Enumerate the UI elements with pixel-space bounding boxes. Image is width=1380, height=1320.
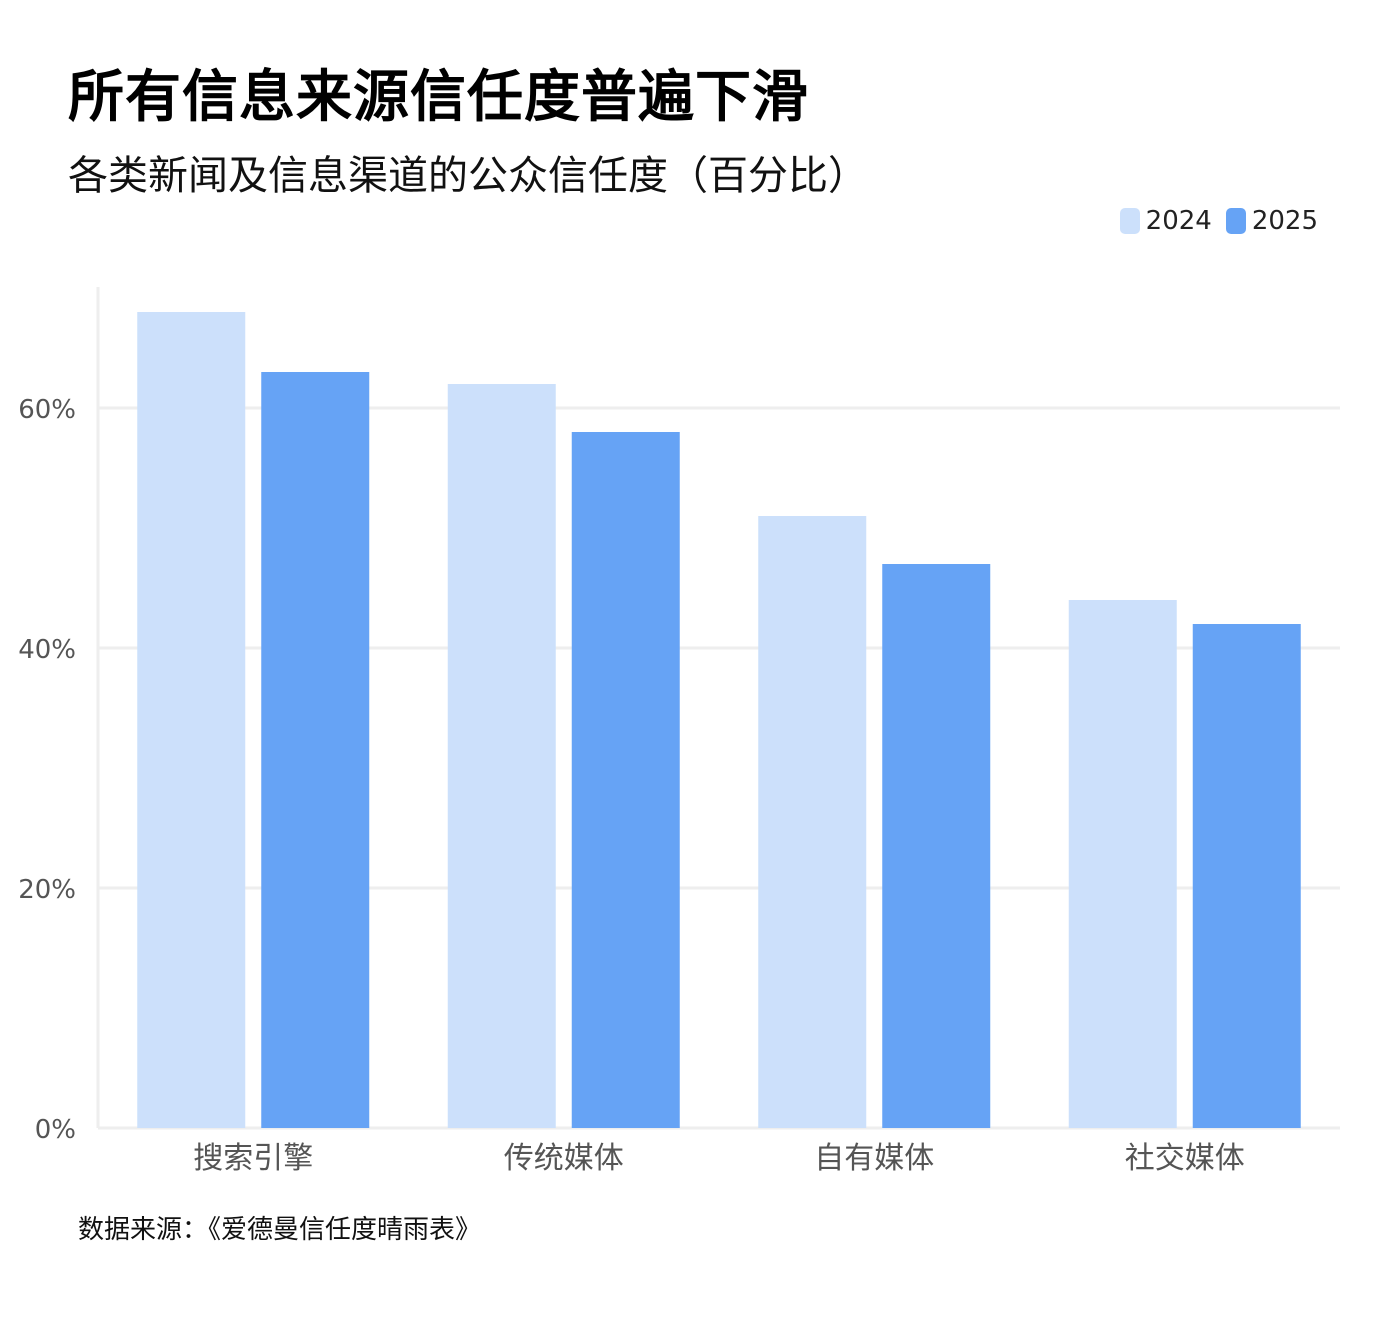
bar-2025-0 xyxy=(261,372,370,1128)
bar-2024-1 xyxy=(447,384,556,1128)
y-tick-label: 0% xyxy=(35,1115,76,1145)
legend-label-2024: 2024 xyxy=(1145,206,1212,236)
bar-2024-3 xyxy=(1068,600,1177,1128)
bar-2024-0 xyxy=(137,312,246,1128)
y-tick-label: 20% xyxy=(18,875,76,905)
legend-swatch-2024 xyxy=(1119,208,1140,234)
x-tick-label: 搜索引擎 xyxy=(193,1141,313,1176)
legend-item-2025: 2025 xyxy=(1225,206,1318,236)
x-tick-label: 社交媒体 xyxy=(1125,1141,1245,1176)
bar-2025-2 xyxy=(882,564,991,1128)
legend-label-2025: 2025 xyxy=(1251,206,1318,236)
y-tick-label: 40% xyxy=(18,635,76,665)
chart-title: 所有信息来源信任度普遍下滑 xyxy=(68,65,809,130)
bar-2025-3 xyxy=(1192,624,1301,1128)
x-tick-label: 传统媒体 xyxy=(504,1141,624,1176)
chart-subtitle: 各类新闻及信息渠道的公众信任度（百分比） xyxy=(68,153,868,199)
bar-2025-1 xyxy=(571,432,680,1128)
data-source: 数据来源：《爱德曼信任度晴雨表》 xyxy=(78,1215,482,1245)
legend: 2024 2025 xyxy=(1119,206,1318,236)
bar-2024-2 xyxy=(758,516,867,1128)
y-tick-label: 60% xyxy=(18,395,76,425)
legend-swatch-2025 xyxy=(1225,208,1246,234)
x-tick-label: 自有媒体 xyxy=(814,1141,934,1176)
legend-item-2024: 2024 xyxy=(1119,206,1212,236)
